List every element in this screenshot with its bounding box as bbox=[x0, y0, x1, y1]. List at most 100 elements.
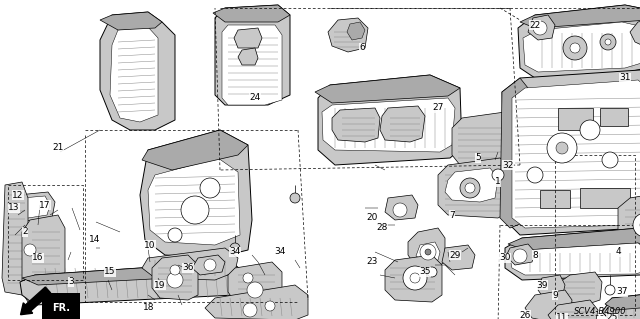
Circle shape bbox=[420, 244, 436, 260]
Polygon shape bbox=[548, 300, 598, 319]
Polygon shape bbox=[205, 285, 308, 319]
Text: 8: 8 bbox=[532, 250, 538, 259]
Polygon shape bbox=[452, 112, 515, 165]
Polygon shape bbox=[142, 130, 248, 170]
Text: 9: 9 bbox=[552, 291, 558, 300]
Text: 13: 13 bbox=[8, 204, 20, 212]
Circle shape bbox=[570, 43, 580, 53]
Text: 24: 24 bbox=[250, 93, 260, 102]
Circle shape bbox=[243, 273, 253, 283]
Text: 26: 26 bbox=[519, 310, 531, 319]
Polygon shape bbox=[605, 292, 640, 310]
Circle shape bbox=[533, 21, 547, 35]
Polygon shape bbox=[385, 255, 442, 302]
Polygon shape bbox=[2, 182, 28, 295]
Circle shape bbox=[563, 36, 587, 60]
Text: 30: 30 bbox=[499, 254, 511, 263]
Bar bbox=[580, 188, 630, 208]
Polygon shape bbox=[630, 18, 640, 48]
Circle shape bbox=[243, 303, 257, 317]
Polygon shape bbox=[512, 80, 640, 228]
Bar bbox=[540, 190, 570, 208]
Text: 10: 10 bbox=[144, 241, 156, 249]
Text: 17: 17 bbox=[39, 201, 51, 210]
Polygon shape bbox=[215, 5, 290, 105]
Polygon shape bbox=[213, 5, 290, 22]
Polygon shape bbox=[332, 108, 380, 142]
Polygon shape bbox=[328, 18, 368, 52]
Polygon shape bbox=[315, 75, 460, 103]
Circle shape bbox=[600, 34, 616, 50]
Polygon shape bbox=[322, 98, 455, 152]
Polygon shape bbox=[110, 27, 158, 122]
Text: 34: 34 bbox=[229, 248, 241, 256]
Polygon shape bbox=[505, 228, 640, 280]
Polygon shape bbox=[408, 228, 445, 268]
Text: 11: 11 bbox=[556, 314, 568, 319]
Polygon shape bbox=[222, 25, 282, 105]
Polygon shape bbox=[140, 130, 252, 258]
Circle shape bbox=[200, 178, 220, 198]
Circle shape bbox=[410, 273, 420, 283]
Circle shape bbox=[465, 183, 475, 193]
Polygon shape bbox=[560, 272, 602, 305]
Polygon shape bbox=[510, 243, 640, 275]
Text: 35: 35 bbox=[419, 268, 431, 277]
Circle shape bbox=[547, 133, 577, 163]
Text: 6: 6 bbox=[359, 43, 365, 53]
Circle shape bbox=[393, 203, 407, 217]
Circle shape bbox=[556, 142, 568, 154]
Circle shape bbox=[181, 196, 209, 224]
Polygon shape bbox=[238, 48, 258, 65]
Polygon shape bbox=[523, 22, 640, 72]
Polygon shape bbox=[520, 5, 640, 28]
Text: 31: 31 bbox=[620, 73, 631, 83]
Text: 18: 18 bbox=[143, 303, 155, 313]
Text: FR.: FR. bbox=[52, 303, 70, 313]
Circle shape bbox=[605, 39, 611, 45]
Text: 34: 34 bbox=[275, 248, 285, 256]
Circle shape bbox=[290, 193, 300, 203]
Text: 5: 5 bbox=[475, 153, 481, 162]
Polygon shape bbox=[500, 78, 528, 228]
Text: 3: 3 bbox=[68, 278, 74, 286]
Text: 14: 14 bbox=[90, 235, 100, 244]
Polygon shape bbox=[318, 75, 462, 165]
Text: 15: 15 bbox=[104, 268, 116, 277]
Text: 27: 27 bbox=[432, 103, 444, 113]
Polygon shape bbox=[525, 290, 572, 319]
Polygon shape bbox=[416, 242, 440, 262]
Polygon shape bbox=[142, 248, 238, 280]
Polygon shape bbox=[518, 5, 640, 78]
Circle shape bbox=[403, 266, 427, 290]
Circle shape bbox=[633, 213, 640, 237]
Circle shape bbox=[427, 267, 437, 277]
Circle shape bbox=[230, 243, 240, 253]
Polygon shape bbox=[22, 215, 65, 305]
Text: 2: 2 bbox=[22, 227, 28, 236]
FancyArrow shape bbox=[20, 287, 51, 315]
Text: 12: 12 bbox=[12, 190, 24, 199]
Polygon shape bbox=[380, 106, 425, 142]
Polygon shape bbox=[152, 255, 198, 300]
Polygon shape bbox=[192, 255, 225, 275]
Circle shape bbox=[605, 285, 615, 295]
Polygon shape bbox=[228, 262, 282, 305]
Circle shape bbox=[265, 301, 275, 311]
Polygon shape bbox=[15, 192, 55, 222]
Text: 23: 23 bbox=[366, 257, 378, 266]
Circle shape bbox=[425, 249, 431, 255]
Circle shape bbox=[168, 228, 182, 242]
Polygon shape bbox=[445, 168, 498, 202]
Polygon shape bbox=[8, 225, 58, 265]
Text: 16: 16 bbox=[32, 254, 44, 263]
Polygon shape bbox=[100, 12, 175, 130]
Polygon shape bbox=[148, 158, 240, 245]
Polygon shape bbox=[22, 262, 245, 285]
Text: SCV4-B4900: SCV4-B4900 bbox=[573, 308, 627, 316]
Polygon shape bbox=[508, 228, 640, 250]
Polygon shape bbox=[528, 15, 555, 40]
Polygon shape bbox=[18, 196, 50, 218]
Polygon shape bbox=[502, 70, 640, 235]
Circle shape bbox=[170, 265, 180, 275]
